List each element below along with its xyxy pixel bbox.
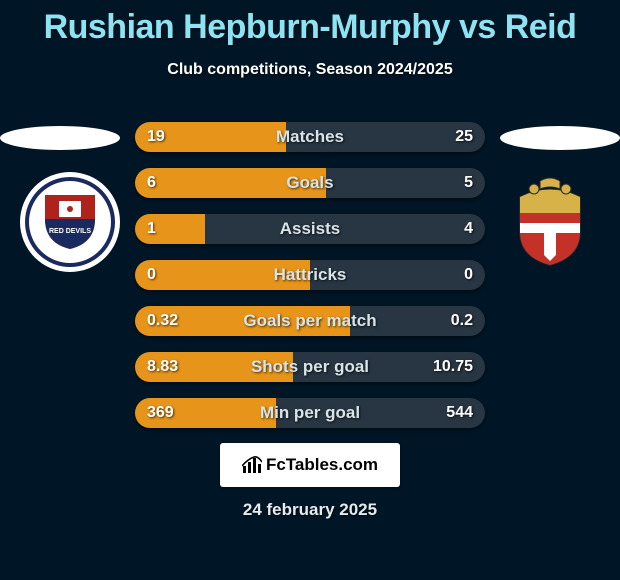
chart-bars-icon	[242, 456, 262, 474]
stats-comparison-panel: Matches19 25 Goals6 5 Assists1 4 Hattricks0 0 Go…	[135, 122, 485, 444]
stat-value-left: 19	[147, 122, 165, 152]
date-label: 24 february 2025	[0, 500, 620, 520]
stat-value-right: 0	[464, 260, 473, 290]
club-badge-left: RED DEVILS	[20, 172, 120, 272]
stat-label: Min per goal	[135, 398, 485, 428]
stat-value-left: 8.83	[147, 352, 178, 382]
stat-value-right: 5	[464, 168, 473, 198]
ellipse-right	[500, 126, 620, 150]
stat-value-right: 544	[446, 398, 473, 428]
club-badge-right	[500, 172, 600, 272]
watermark-text: FcTables.com	[266, 455, 378, 475]
stat-row: Hattricks0 0	[135, 260, 485, 290]
stat-row: Goals6 5	[135, 168, 485, 198]
stat-label: Goals per match	[135, 306, 485, 336]
stat-row: Min per goal369 544	[135, 398, 485, 428]
stat-value-left: 6	[147, 168, 156, 198]
watermark: FcTables.com	[220, 443, 400, 487]
badge-crest-icon	[510, 177, 590, 267]
badge-shield-icon: RED DEVILS	[41, 193, 99, 251]
page-subtitle: Club competitions, Season 2024/2025	[0, 61, 620, 79]
stat-row: Matches19 25	[135, 122, 485, 152]
stat-label: Assists	[135, 214, 485, 244]
stat-value-left: 0.32	[147, 306, 178, 336]
ellipse-left	[0, 126, 120, 150]
stat-row: Assists1 4	[135, 214, 485, 244]
stat-label: Goals	[135, 168, 485, 198]
stat-value-right: 25	[455, 122, 473, 152]
stat-row: Goals per match0.32 0.2	[135, 306, 485, 336]
stat-value-right: 10.75	[433, 352, 473, 382]
svg-text:RED DEVILS: RED DEVILS	[49, 228, 91, 235]
stat-value-right: 0.2	[451, 306, 473, 336]
stat-label: Matches	[135, 122, 485, 152]
stat-value-left: 369	[147, 398, 174, 428]
stat-value-left: 0	[147, 260, 156, 290]
stat-label: Hattricks	[135, 260, 485, 290]
stat-row: Shots per goal8.8310.75	[135, 352, 485, 382]
stat-value-left: 1	[147, 214, 156, 244]
page-title: Rushian Hepburn-Murphy vs Reid	[0, 0, 620, 47]
stat-value-right: 4	[464, 214, 473, 244]
